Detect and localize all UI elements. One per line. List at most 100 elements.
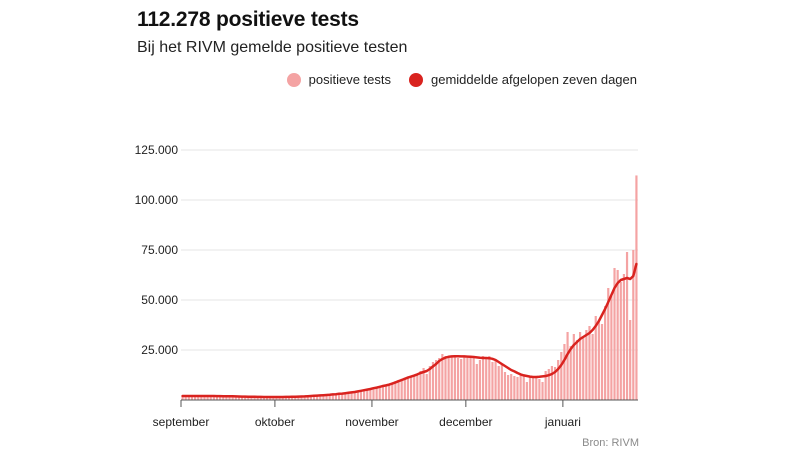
bar bbox=[422, 368, 425, 400]
legend-bar-swatch bbox=[286, 72, 301, 87]
bar bbox=[391, 382, 394, 400]
bar bbox=[510, 374, 513, 400]
bar bbox=[503, 372, 507, 400]
bar bbox=[610, 296, 613, 400]
source-note: Bron: RIVM bbox=[582, 437, 639, 449]
bar bbox=[547, 369, 550, 400]
bar bbox=[544, 371, 547, 400]
bar bbox=[575, 340, 579, 400]
bar bbox=[585, 330, 588, 400]
bar bbox=[350, 392, 353, 400]
bar bbox=[381, 385, 384, 400]
bar bbox=[447, 357, 450, 400]
bar bbox=[607, 288, 610, 400]
bar bbox=[431, 362, 435, 400]
bar bbox=[272, 397, 275, 400]
bar bbox=[353, 391, 356, 400]
bar bbox=[206, 396, 209, 400]
bar bbox=[347, 392, 350, 400]
y-tick-label: 100.000 bbox=[135, 193, 179, 207]
legend: positieve tests gemiddelde afgelopen zev… bbox=[269, 72, 637, 87]
bar bbox=[428, 366, 431, 400]
bar bbox=[394, 381, 397, 400]
bar bbox=[604, 306, 607, 400]
bar bbox=[513, 376, 516, 400]
bar bbox=[219, 396, 222, 400]
bar bbox=[187, 395, 190, 400]
bar bbox=[481, 356, 485, 400]
bar bbox=[300, 396, 303, 400]
bar bbox=[369, 388, 372, 400]
bar bbox=[572, 334, 575, 400]
grid-lines bbox=[181, 149, 638, 351]
bar bbox=[378, 386, 381, 400]
bar bbox=[622, 274, 626, 400]
bar bbox=[228, 396, 231, 400]
bar bbox=[444, 356, 447, 400]
bar bbox=[250, 396, 253, 400]
bar bbox=[225, 396, 228, 400]
bar bbox=[597, 320, 600, 400]
bar bbox=[563, 344, 566, 400]
bar bbox=[478, 360, 482, 400]
bar bbox=[578, 332, 582, 400]
y-tick-label: 50.000 bbox=[141, 293, 178, 307]
y-tick-label: 25.000 bbox=[141, 343, 178, 357]
bar bbox=[557, 360, 560, 400]
bar bbox=[203, 395, 206, 400]
bar bbox=[519, 374, 522, 400]
bar bbox=[409, 376, 413, 400]
bar bbox=[488, 356, 491, 400]
bar bbox=[625, 252, 629, 400]
bar bbox=[372, 387, 375, 400]
bar bbox=[209, 396, 212, 400]
bar bbox=[269, 397, 272, 400]
bar bbox=[294, 396, 297, 400]
bar bbox=[528, 377, 532, 400]
bar bbox=[234, 396, 237, 400]
bar bbox=[322, 395, 325, 400]
bar bbox=[388, 383, 391, 400]
bar bbox=[256, 396, 259, 400]
bar bbox=[403, 377, 406, 400]
bar bbox=[425, 374, 428, 400]
bar bbox=[535, 377, 538, 400]
bar bbox=[237, 396, 241, 400]
bar bbox=[532, 378, 535, 400]
bar bbox=[635, 175, 638, 400]
bar bbox=[312, 395, 316, 400]
bar bbox=[356, 391, 359, 400]
bar bbox=[309, 395, 312, 400]
bar bbox=[281, 397, 284, 400]
bar bbox=[341, 393, 344, 400]
bar-series bbox=[181, 175, 638, 400]
bar bbox=[588, 326, 591, 400]
bar bbox=[325, 394, 328, 400]
legend-item-bars: positieve tests bbox=[286, 72, 391, 87]
bar bbox=[306, 396, 309, 400]
bar bbox=[262, 397, 266, 400]
bar bbox=[616, 270, 619, 400]
y-tick-label: 125.000 bbox=[135, 143, 179, 157]
legend-bar-label: positieve tests bbox=[308, 72, 391, 87]
bar bbox=[375, 386, 378, 400]
x-tick-label: september bbox=[153, 415, 210, 429]
bar bbox=[400, 378, 403, 400]
x-tick-label: november bbox=[345, 415, 398, 429]
bar bbox=[491, 362, 494, 400]
bar bbox=[316, 395, 319, 400]
chart-title: 112.278 positieve tests bbox=[137, 8, 359, 31]
bar bbox=[384, 384, 388, 400]
bar bbox=[525, 382, 528, 400]
bar bbox=[197, 396, 200, 400]
bar bbox=[297, 396, 300, 400]
bar bbox=[397, 380, 400, 400]
bar bbox=[591, 334, 594, 400]
bar bbox=[582, 338, 585, 400]
bar bbox=[438, 358, 441, 400]
bar bbox=[190, 396, 194, 400]
bar bbox=[215, 396, 219, 400]
bar bbox=[500, 364, 503, 400]
bar bbox=[600, 324, 604, 400]
bar bbox=[181, 396, 184, 400]
